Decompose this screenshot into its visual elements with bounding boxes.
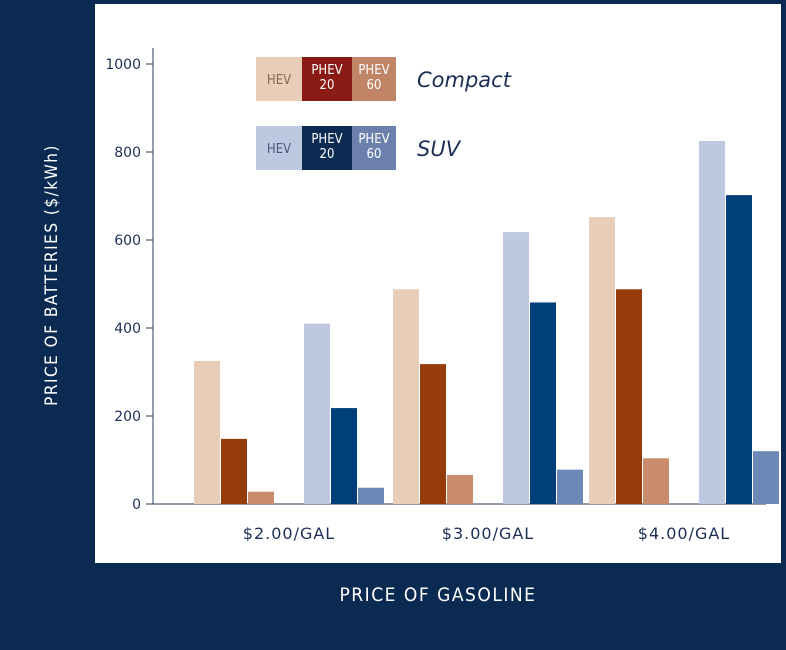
y-tick-label: 600 bbox=[114, 233, 141, 249]
legend-swatch bbox=[352, 126, 396, 170]
bar bbox=[616, 289, 642, 504]
y-tick-label: 800 bbox=[114, 145, 141, 161]
legend-item-label: 20 bbox=[320, 78, 335, 93]
legend-item-label: PHEV bbox=[358, 63, 389, 78]
bar bbox=[447, 474, 473, 504]
bar bbox=[304, 323, 330, 504]
legend-item-label: PHEV bbox=[311, 132, 342, 147]
bar bbox=[699, 141, 725, 504]
legend-group-title: SUV bbox=[417, 137, 462, 161]
legend-item-label: 20 bbox=[320, 147, 335, 162]
bar bbox=[248, 491, 274, 504]
bar bbox=[753, 451, 779, 504]
bar bbox=[589, 217, 615, 504]
legend-item-label: PHEV bbox=[311, 63, 342, 78]
bar bbox=[726, 195, 752, 504]
legend-group-title: Compact bbox=[417, 68, 512, 92]
y-tick-label: 200 bbox=[114, 409, 141, 425]
legend-swatch bbox=[256, 126, 302, 170]
x-tick-label: $2.00/GAL bbox=[243, 524, 335, 543]
bar bbox=[221, 438, 247, 504]
legend-swatch bbox=[352, 57, 396, 101]
legend-item-label: PHEV bbox=[358, 132, 389, 147]
legend-swatch bbox=[256, 57, 302, 101]
legend-item-label: HEV bbox=[267, 142, 291, 157]
x-axis-label: PRICE OF GASOLINE bbox=[339, 584, 537, 606]
bar bbox=[358, 487, 384, 504]
legend-swatch bbox=[302, 57, 352, 101]
x-tick-label: $3.00/GAL bbox=[442, 524, 534, 543]
legend-item-label: 60 bbox=[367, 78, 382, 93]
bar bbox=[194, 361, 220, 504]
bar bbox=[331, 408, 357, 504]
bar bbox=[393, 289, 419, 504]
legend-item-label: HEV bbox=[267, 73, 291, 88]
legend-item-label: 60 bbox=[367, 147, 382, 162]
legend-swatch bbox=[302, 126, 352, 170]
bar bbox=[643, 458, 669, 504]
bar bbox=[557, 469, 583, 504]
y-tick-label: 400 bbox=[114, 321, 141, 337]
x-tick-label: $4.00/GAL bbox=[638, 524, 730, 543]
y-tick-label: 1000 bbox=[105, 57, 141, 73]
bar bbox=[420, 364, 446, 504]
y-tick-label: 0 bbox=[132, 497, 141, 513]
bar bbox=[503, 232, 529, 504]
bar bbox=[530, 302, 556, 504]
